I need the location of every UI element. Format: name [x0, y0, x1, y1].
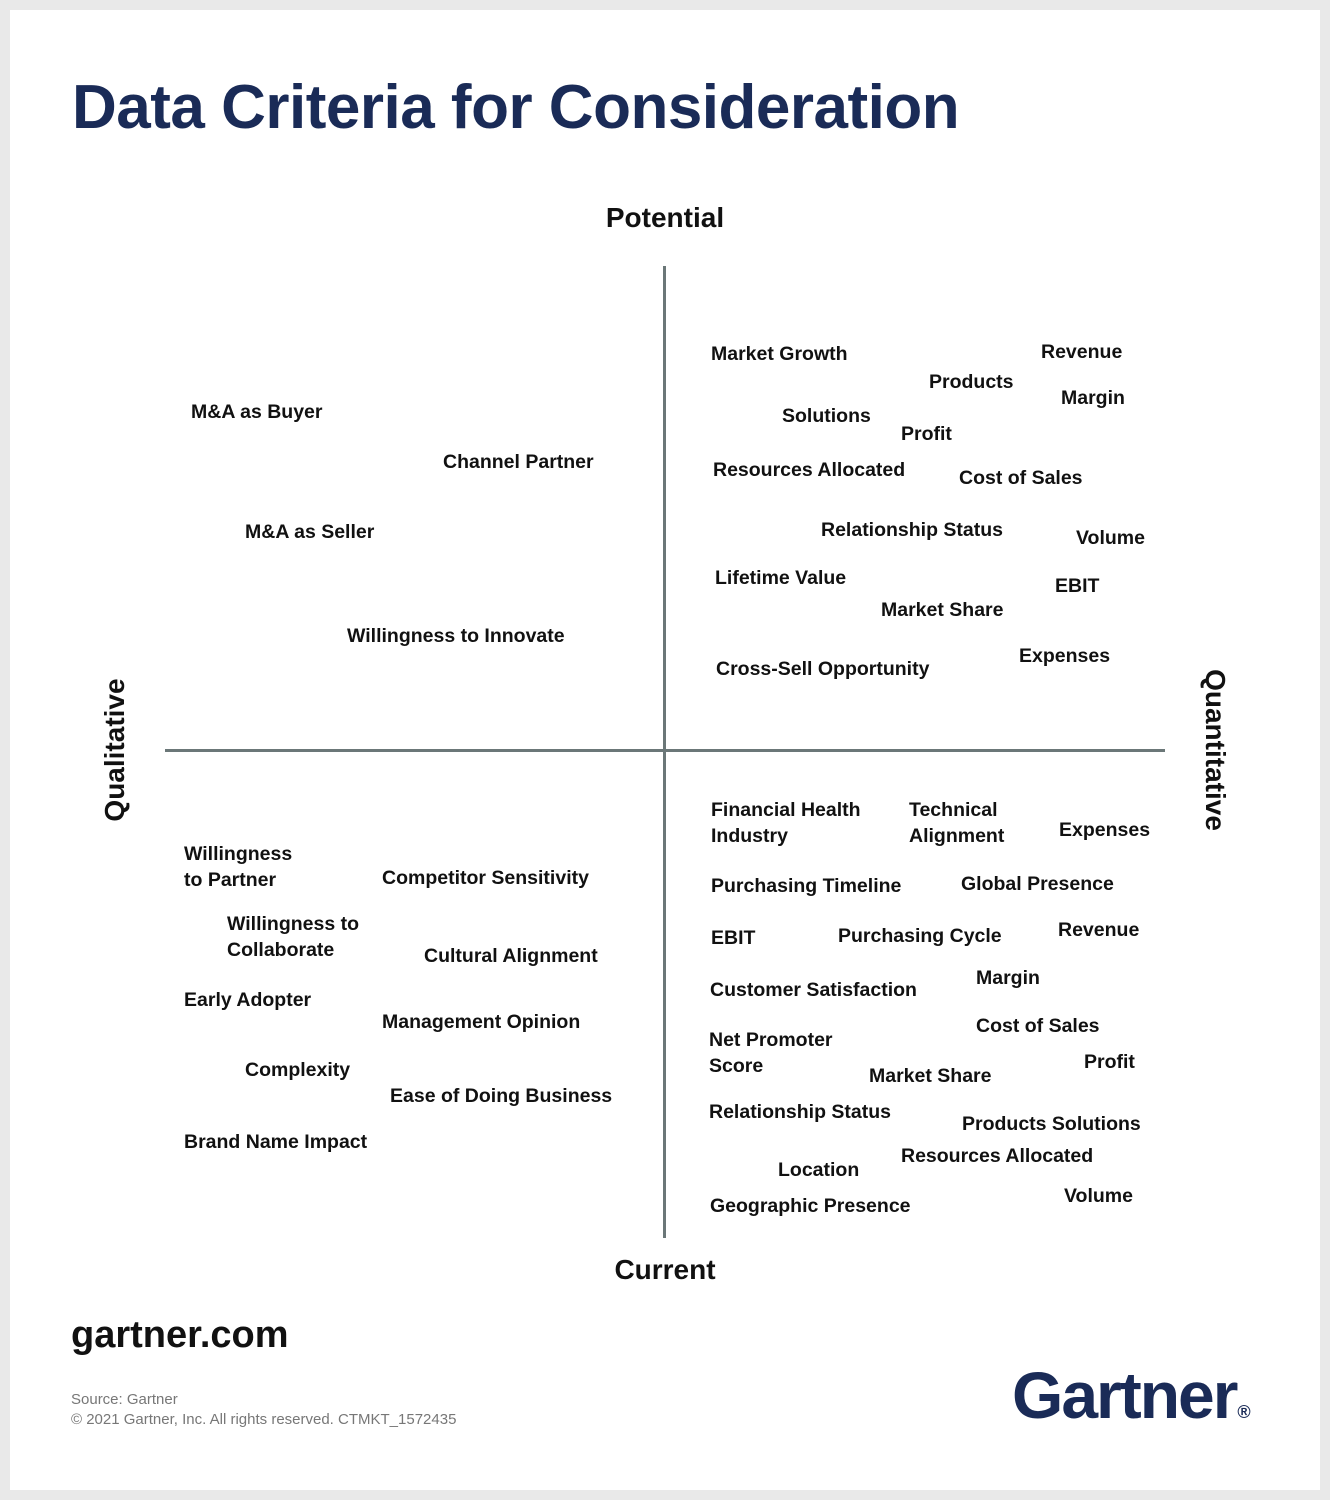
criteria-item: Brand Name Impact — [184, 1131, 368, 1153]
criteria-item: Cost of Sales — [959, 467, 1083, 489]
criteria-item: Geographic Presence — [710, 1195, 911, 1217]
criteria-item: Complexity — [245, 1059, 351, 1081]
criteria-item: Channel Partner — [443, 451, 594, 473]
criteria-item: Lifetime Value — [715, 567, 847, 589]
source-note: Source: Gartner — [71, 1391, 178, 1408]
copyright-note: © 2021 Gartner, Inc. All rights reserved… — [71, 1411, 457, 1428]
criteria-item: Cross-Sell Opportunity — [716, 658, 930, 680]
criteria-item: Cost of Sales — [976, 1015, 1100, 1037]
criteria-item: Market Share — [869, 1065, 992, 1087]
criteria-item: Management Opinion — [382, 1011, 581, 1033]
page-title: Data Criteria for Consideration — [72, 73, 960, 142]
criteria-item: Competitor Sensitivity — [382, 867, 589, 889]
criteria-item: Expenses — [1059, 819, 1151, 841]
criteria-item: Expenses — [1019, 645, 1111, 667]
criteria-item: Ease of Doing Business — [390, 1085, 613, 1107]
criteria-item: Profit — [1084, 1051, 1135, 1073]
axis-label-qualitative: Qualitative — [99, 678, 130, 822]
criteria-item: EBIT — [711, 927, 756, 949]
website-link[interactable]: gartner.com — [71, 1314, 289, 1356]
criteria-item: Volume — [1064, 1185, 1133, 1207]
criteria-item: Revenue — [1058, 919, 1140, 941]
criteria-item: Products — [929, 371, 1014, 393]
criteria-item: Financial Health Industry — [711, 799, 861, 847]
criteria-item: Global Presence — [961, 873, 1114, 895]
criteria-item: Early Adopter — [184, 989, 312, 1011]
criteria-item: Profit — [901, 423, 952, 445]
criteria-item: Resources Allocated — [713, 459, 906, 481]
infographic-card: Data Criteria for Consideration Potentia… — [10, 10, 1320, 1490]
criteria-item: Margin — [1061, 387, 1125, 409]
axis-label-quantitative: Quantitative — [1200, 669, 1231, 831]
criteria-item: Market Growth — [711, 343, 848, 365]
criteria-item: Revenue — [1041, 341, 1123, 363]
criteria-item: Products Solutions — [962, 1113, 1141, 1135]
criteria-item: Market Share — [881, 599, 1004, 621]
criteria-item: Willingness to Partner — [184, 843, 293, 891]
gartner-logo: Gartner® — [1012, 1362, 1251, 1428]
criteria-item: Technical Alignment — [909, 799, 1005, 847]
criteria-item: Volume — [1076, 527, 1145, 549]
criteria-item: EBIT — [1055, 575, 1100, 597]
criteria-item: Willingness to Collaborate — [227, 913, 359, 961]
criteria-item: M&A as Seller — [245, 521, 375, 543]
vertical-axis-line — [663, 266, 666, 1238]
registered-mark: ® — [1237, 1402, 1251, 1422]
criteria-item: Net Promoter Score — [709, 1029, 833, 1077]
criteria-item: Margin — [976, 967, 1040, 989]
axis-label-current: Current — [614, 1254, 716, 1285]
criteria-item: Willingness to Innovate — [347, 625, 565, 647]
criteria-item: M&A as Buyer — [191, 401, 323, 423]
criteria-item: Purchasing Cycle — [838, 925, 1002, 947]
criteria-item: Solutions — [782, 405, 871, 427]
criteria-item: Cultural Alignment — [424, 945, 598, 967]
criteria-item: Location — [778, 1159, 860, 1181]
criteria-item: Customer Satisfaction — [710, 979, 917, 1001]
criteria-item: Relationship Status — [821, 519, 1004, 541]
axis-label-potential: Potential — [605, 202, 725, 233]
criteria-item: Relationship Status — [709, 1101, 892, 1123]
criteria-item: Purchasing Timeline — [711, 875, 902, 897]
criteria-item: Resources Allocated — [901, 1145, 1094, 1167]
logo-wordmark: Gartner — [1012, 1358, 1238, 1432]
horizontal-axis-line — [165, 749, 1165, 752]
